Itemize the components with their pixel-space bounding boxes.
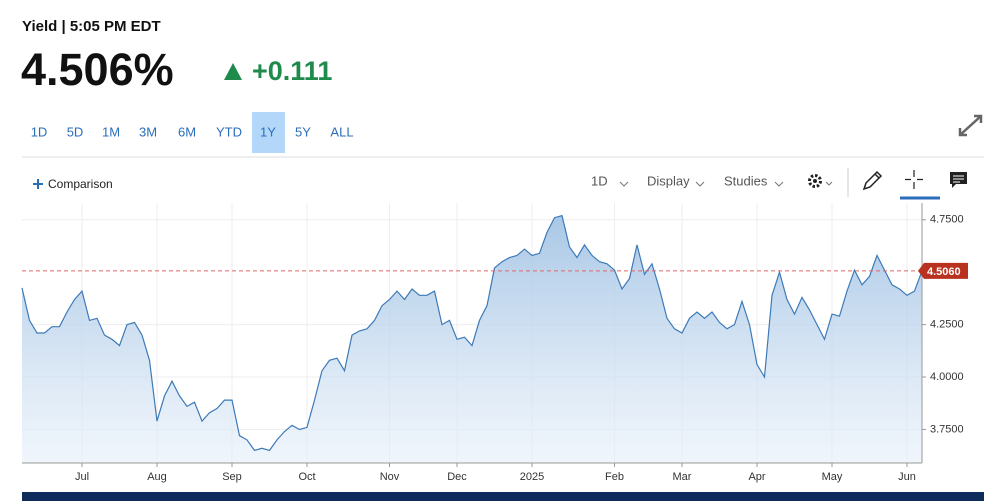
range-bar: 1D 5D 1M 3M 6M YTD 1Y 5Y ALL	[31, 112, 354, 153]
x-tick-label: Jul	[75, 471, 89, 483]
settings-icon[interactable]	[808, 174, 833, 188]
interval-label: 1D	[591, 173, 608, 188]
y-tick-label: 4.7500	[930, 214, 964, 226]
comparison-label: Comparison	[48, 177, 113, 191]
interval-menu[interactable]: 1D	[591, 173, 629, 188]
x-tick-label: Mar	[673, 471, 692, 483]
expand-icon[interactable]	[958, 114, 983, 137]
crosshair-icon[interactable]	[900, 170, 940, 200]
last-yield: 4.506%	[21, 44, 174, 95]
x-tick-label: 2025	[520, 471, 544, 483]
studies-label: Studies	[724, 173, 768, 188]
display-label: Display	[647, 173, 690, 188]
x-tick-label: Oct	[298, 471, 315, 483]
comment-icon[interactable]	[950, 172, 967, 188]
y-tick-label: 3.7500	[930, 423, 964, 435]
line	[21, 214, 923, 452]
change: +0.111	[252, 56, 332, 86]
range-button[interactable]: 3M	[139, 124, 157, 139]
range-button[interactable]: 1Y	[260, 124, 276, 139]
range-button[interactable]: 5Y	[295, 124, 311, 139]
x-tick-label: Jun	[898, 471, 916, 483]
studies-menu[interactable]: Studies	[724, 173, 784, 188]
x-tick-label: Aug	[147, 471, 167, 483]
x-tick-label: Nov	[380, 471, 400, 483]
x-tick-label: Apr	[748, 471, 765, 483]
range-button[interactable]: ALL	[330, 124, 353, 139]
draw-icon[interactable]	[862, 170, 883, 191]
x-tick-label: May	[822, 471, 843, 483]
range-selected	[252, 112, 285, 153]
y-tick-label: 4.0000	[930, 371, 964, 383]
range-button[interactable]: YTD	[216, 124, 242, 139]
x-tick-label: Feb	[605, 471, 624, 483]
range-button[interactable]: 1M	[102, 124, 120, 139]
reference-tag	[918, 262, 968, 279]
quote-title: Yield | 5:05 PM EDT	[22, 18, 161, 35]
area-fill	[22, 215, 922, 463]
display-menu[interactable]: Display	[647, 173, 705, 188]
x-tick-label: Sep	[222, 471, 242, 483]
comparison-button[interactable]: Comparison	[33, 177, 113, 191]
range-button[interactable]: 5D	[67, 124, 84, 139]
y-tick-label: 4.2500	[930, 319, 964, 331]
reference-label: 4.5060	[927, 266, 961, 278]
chart: 3.7500 4.0000 4.2500 4.7500 Jul Aug Sep Oct Nov D…	[21, 203, 968, 483]
footer-bar	[22, 492, 984, 501]
x-tick-label: Dec	[447, 471, 467, 483]
up-arrow	[224, 63, 242, 80]
range-button[interactable]: 1D	[31, 124, 48, 139]
range-button[interactable]: 6M	[178, 124, 196, 139]
